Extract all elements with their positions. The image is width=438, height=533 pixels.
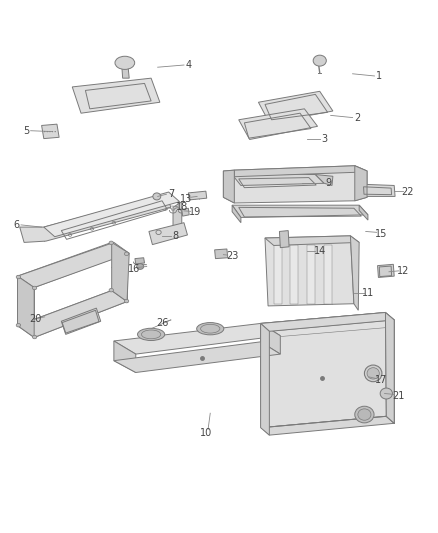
Ellipse shape bbox=[52, 131, 53, 132]
Polygon shape bbox=[274, 246, 282, 304]
Ellipse shape bbox=[138, 328, 165, 341]
Polygon shape bbox=[315, 174, 333, 185]
Text: 21: 21 bbox=[392, 391, 405, 401]
Ellipse shape bbox=[115, 56, 134, 69]
Polygon shape bbox=[20, 194, 171, 243]
Polygon shape bbox=[72, 78, 160, 113]
Polygon shape bbox=[261, 312, 394, 332]
Ellipse shape bbox=[55, 131, 56, 132]
Polygon shape bbox=[290, 246, 298, 304]
Ellipse shape bbox=[364, 365, 382, 382]
Ellipse shape bbox=[367, 368, 379, 379]
Polygon shape bbox=[173, 201, 182, 230]
Text: 18: 18 bbox=[176, 203, 188, 212]
Ellipse shape bbox=[137, 264, 144, 269]
Polygon shape bbox=[112, 243, 129, 302]
Polygon shape bbox=[258, 91, 333, 123]
Text: 4: 4 bbox=[185, 60, 191, 70]
Polygon shape bbox=[135, 258, 145, 264]
Polygon shape bbox=[18, 243, 129, 287]
Polygon shape bbox=[223, 166, 367, 203]
Text: 6: 6 bbox=[14, 220, 20, 230]
Text: 5: 5 bbox=[23, 126, 29, 136]
Text: 2: 2 bbox=[354, 112, 360, 123]
Polygon shape bbox=[188, 191, 207, 200]
Ellipse shape bbox=[16, 324, 21, 327]
Ellipse shape bbox=[16, 275, 21, 279]
Polygon shape bbox=[232, 205, 368, 217]
Polygon shape bbox=[265, 236, 359, 246]
Ellipse shape bbox=[109, 288, 113, 292]
Ellipse shape bbox=[380, 388, 392, 399]
Polygon shape bbox=[234, 166, 367, 177]
Text: 9: 9 bbox=[325, 178, 332, 188]
Text: 22: 22 bbox=[401, 187, 413, 197]
Polygon shape bbox=[261, 312, 386, 427]
Ellipse shape bbox=[32, 286, 37, 290]
Ellipse shape bbox=[197, 322, 224, 335]
Ellipse shape bbox=[358, 409, 371, 420]
Text: 12: 12 bbox=[397, 266, 409, 276]
Text: 17: 17 bbox=[375, 375, 387, 385]
Polygon shape bbox=[122, 65, 129, 78]
Text: 13: 13 bbox=[180, 193, 192, 204]
Polygon shape bbox=[279, 231, 289, 248]
Ellipse shape bbox=[124, 300, 129, 303]
Polygon shape bbox=[359, 184, 395, 197]
Polygon shape bbox=[324, 246, 332, 304]
Polygon shape bbox=[359, 205, 368, 220]
Text: 7: 7 bbox=[168, 189, 174, 199]
Polygon shape bbox=[18, 276, 34, 337]
Text: 26: 26 bbox=[156, 318, 168, 328]
Text: 19: 19 bbox=[189, 207, 201, 217]
Ellipse shape bbox=[313, 55, 326, 66]
Polygon shape bbox=[261, 324, 280, 354]
Text: 10: 10 bbox=[200, 428, 212, 438]
Ellipse shape bbox=[124, 252, 129, 255]
Polygon shape bbox=[182, 208, 189, 216]
Ellipse shape bbox=[153, 193, 161, 200]
Text: 23: 23 bbox=[226, 251, 238, 261]
Polygon shape bbox=[261, 324, 269, 435]
Polygon shape bbox=[355, 166, 367, 201]
Polygon shape bbox=[232, 205, 241, 223]
Text: 16: 16 bbox=[127, 264, 140, 273]
Ellipse shape bbox=[32, 335, 37, 339]
Text: 20: 20 bbox=[29, 314, 41, 324]
Polygon shape bbox=[385, 312, 394, 423]
Polygon shape bbox=[114, 342, 280, 373]
Polygon shape bbox=[44, 192, 180, 237]
Polygon shape bbox=[61, 308, 101, 334]
Polygon shape bbox=[239, 109, 318, 140]
Ellipse shape bbox=[49, 131, 50, 132]
Text: 3: 3 bbox=[321, 134, 327, 144]
Polygon shape bbox=[223, 170, 234, 203]
Polygon shape bbox=[149, 223, 187, 245]
Polygon shape bbox=[350, 236, 359, 310]
Ellipse shape bbox=[355, 406, 374, 423]
Polygon shape bbox=[307, 246, 315, 304]
Polygon shape bbox=[232, 174, 324, 185]
Polygon shape bbox=[378, 264, 394, 278]
Text: 1: 1 bbox=[376, 71, 382, 81]
Text: 15: 15 bbox=[375, 229, 387, 239]
Ellipse shape bbox=[47, 131, 48, 132]
Polygon shape bbox=[114, 324, 280, 354]
Ellipse shape bbox=[109, 241, 113, 245]
Polygon shape bbox=[42, 124, 59, 139]
Polygon shape bbox=[114, 341, 136, 373]
Polygon shape bbox=[261, 416, 394, 435]
Text: 14: 14 bbox=[314, 246, 326, 256]
Text: 8: 8 bbox=[172, 231, 178, 241]
Ellipse shape bbox=[44, 131, 46, 132]
Polygon shape bbox=[215, 249, 228, 259]
Polygon shape bbox=[18, 290, 127, 337]
Polygon shape bbox=[265, 236, 354, 306]
Text: 11: 11 bbox=[362, 288, 374, 298]
